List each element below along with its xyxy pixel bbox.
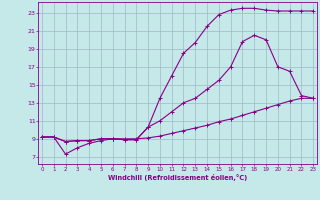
X-axis label: Windchill (Refroidissement éolien,°C): Windchill (Refroidissement éolien,°C) (108, 174, 247, 181)
